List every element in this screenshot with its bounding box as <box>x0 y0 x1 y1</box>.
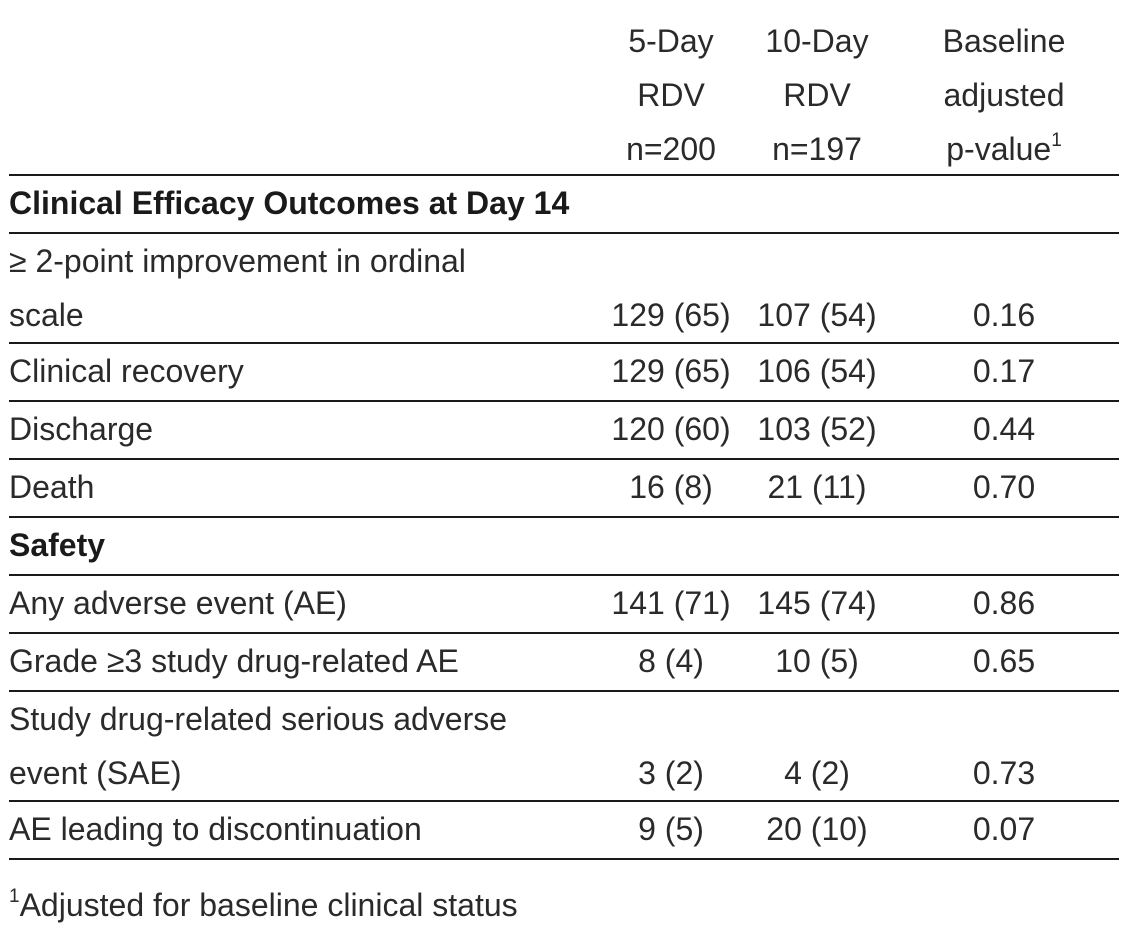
row-label: AE leading to discontinuation <box>9 811 422 847</box>
footnote: 1Adjusted for baseline clinical status <box>9 886 518 923</box>
cell-5-day: 129 (65) <box>611 297 731 333</box>
cell-p-value: 0.16 <box>972 297 1036 333</box>
row-label: Death <box>9 469 95 505</box>
row-label: Study drug-related serious adverse event… <box>9 701 508 791</box>
header-p-value: Baseline adjusted p-value1 <box>942 23 1066 167</box>
row-label: ≥ 2-point improvement in ordinal scale <box>9 243 466 333</box>
cell-5-day: 9 (5) <box>638 811 704 847</box>
cell-10-day: 145 (74) <box>757 585 877 621</box>
cell-10-day: 107 (54) <box>757 297 877 333</box>
header-5-day-rdv: 5-Day RDV n=200 <box>626 23 716 167</box>
cell-p-value: 0.07 <box>972 811 1036 847</box>
cell-p-value: 0.17 <box>972 353 1036 389</box>
cell-10-day: 21 (11) <box>767 469 867 505</box>
section-safety: Safety <box>9 518 1119 576</box>
table-row: Study drug-related serious adverse event… <box>9 692 1119 802</box>
cell-p-value: 0.86 <box>972 585 1036 621</box>
table-row: Any adverse event (AE) 141 (71) 145 (74)… <box>9 576 1119 634</box>
row-label: Clinical recovery <box>9 353 244 389</box>
cell-5-day: 129 (65) <box>611 353 731 389</box>
table-row: Death 16 (8) 21 (11) 0.70 <box>9 460 1119 518</box>
results-table: 5-Day RDV n=200 10-Day RDV n=197 Baselin… <box>9 14 1119 860</box>
section-efficacy: Clinical Efficacy Outcomes at Day 14 <box>9 176 1119 234</box>
cell-p-value: 0.65 <box>972 643 1036 679</box>
cell-5-day: 141 (71) <box>611 585 731 621</box>
cell-10-day: 106 (54) <box>757 353 877 389</box>
section-title: Clinical Efficacy Outcomes at Day 14 <box>9 185 570 221</box>
cell-5-day: 16 (8) <box>629 469 713 505</box>
table-header: 5-Day RDV n=200 10-Day RDV n=197 Baselin… <box>9 14 1119 176</box>
header-10-day-rdv: 10-Day RDV n=197 <box>765 23 869 167</box>
table-row: ≥ 2-point improvement in ordinal scale 1… <box>9 234 1119 344</box>
cell-p-value: 0.44 <box>972 411 1036 447</box>
cell-10-day: 20 (10) <box>766 811 868 847</box>
cell-10-day: 103 (52) <box>757 411 877 447</box>
cell-p-value: 0.70 <box>972 469 1036 505</box>
table-row: AE leading to discontinuation 9 (5) 20 (… <box>9 802 1119 860</box>
section-title: Safety <box>9 527 106 563</box>
row-label: Discharge <box>9 411 154 447</box>
cell-5-day: 8 (4) <box>638 643 704 679</box>
cell-p-value: 0.73 <box>972 755 1036 791</box>
row-label: Grade ≥3 study drug-related AE <box>9 643 459 679</box>
cell-5-day: 120 (60) <box>611 411 731 447</box>
cell-5-day: 3 (2) <box>638 755 704 791</box>
table-row: Discharge 120 (60) 103 (52) 0.44 <box>9 402 1119 460</box>
table-row: Grade ≥3 study drug-related AE 8 (4) 10 … <box>9 634 1119 692</box>
cell-10-day: 4 (2) <box>784 755 850 791</box>
cell-10-day: 10 (5) <box>775 643 859 679</box>
table-row: Clinical recovery 129 (65) 106 (54) 0.17 <box>9 344 1119 402</box>
row-label: Any adverse event (AE) <box>9 585 347 621</box>
